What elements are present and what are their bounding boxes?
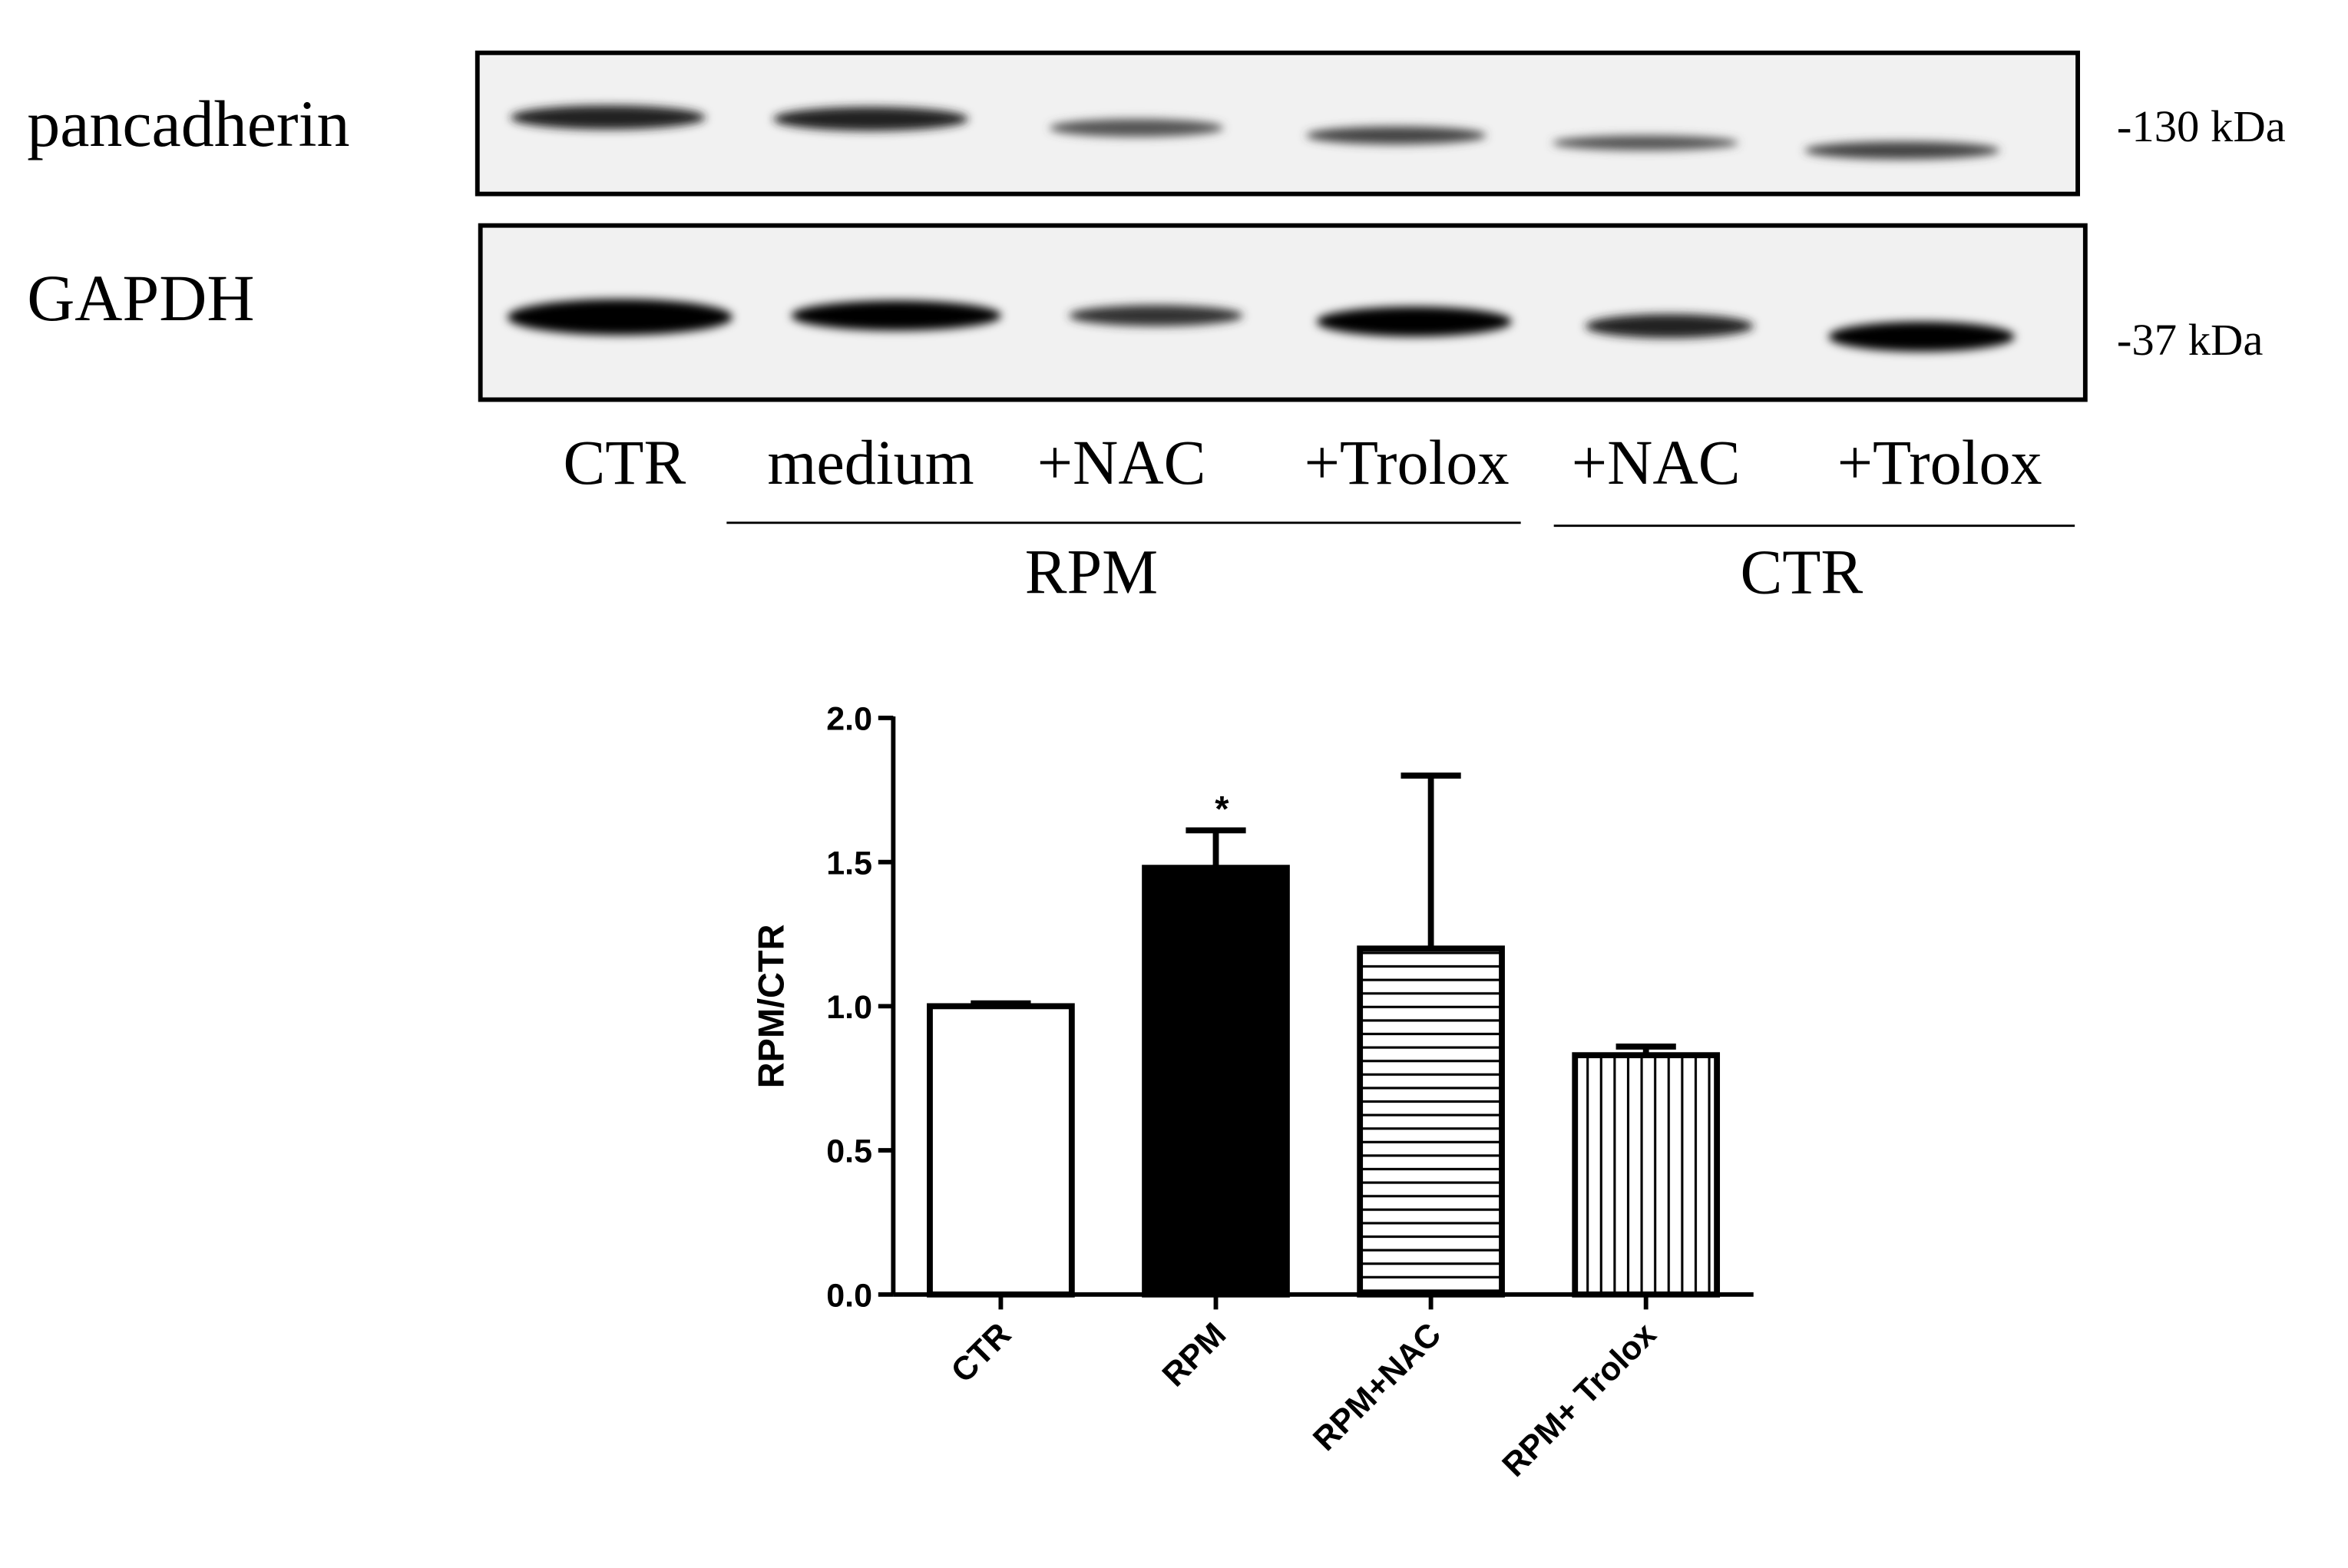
y-tick-label: 1.5 <box>826 845 872 882</box>
band <box>791 300 1002 331</box>
lane-label: medium <box>767 428 974 498</box>
row-label: GAPDH <box>27 261 254 335</box>
lane-label: +Trolox <box>1837 428 2042 498</box>
bar-chart: 0.0 0.5 1.0 1.5 2.0 CTR * RPM RPM+NAC RPM+ Trolox <box>826 701 1754 1484</box>
group-label: CTR <box>1740 538 1863 607</box>
group-label: RPM <box>1025 538 1158 607</box>
band <box>507 299 733 336</box>
band <box>1069 305 1243 326</box>
bar <box>927 1003 1075 1298</box>
bands-row-1 <box>510 105 2000 160</box>
x-tick-label: RPM+NAC <box>1306 1316 1448 1458</box>
blot: pancadherin GAPDH -130 kDa -37 kDa CTR m… <box>27 50 2286 607</box>
bar <box>1357 945 1505 1298</box>
band <box>1306 126 1487 145</box>
lane-label: +Trolox <box>1305 428 1510 498</box>
x-tick-label: RPM+ Trolox <box>1495 1316 1663 1484</box>
y-tick-label: 0.5 <box>826 1133 872 1170</box>
band <box>1585 314 1754 339</box>
y-tick-label: 1.0 <box>826 989 872 1026</box>
row-label: pancadherin <box>27 87 349 160</box>
blot-panel <box>478 223 2088 402</box>
bar <box>1572 1052 1721 1298</box>
significance-label: * <box>1215 789 1229 829</box>
y-tick-label: 2.0 <box>826 701 872 738</box>
blot-panel <box>475 50 2080 197</box>
y-axis-label: RPM/CTR <box>752 925 792 1089</box>
x-tick-label: RPM <box>1156 1316 1234 1394</box>
y-tick-label: 0.0 <box>826 1277 872 1314</box>
band <box>1049 118 1224 137</box>
lane-label: +NAC <box>1572 428 1741 498</box>
lane-label: +NAC <box>1037 428 1206 498</box>
band <box>772 107 969 131</box>
bar <box>1142 865 1290 1298</box>
band <box>1316 306 1512 337</box>
lane-label: CTR <box>564 428 686 498</box>
band <box>1552 135 1739 151</box>
size-label: -130 kDa <box>2117 101 2286 151</box>
band <box>1828 321 2015 352</box>
band <box>510 105 706 130</box>
x-tick-label: CTR <box>944 1316 1018 1390</box>
band <box>1804 141 2000 160</box>
bands-row-2 <box>507 299 2015 352</box>
size-label: -37 kDa <box>2117 315 2264 365</box>
